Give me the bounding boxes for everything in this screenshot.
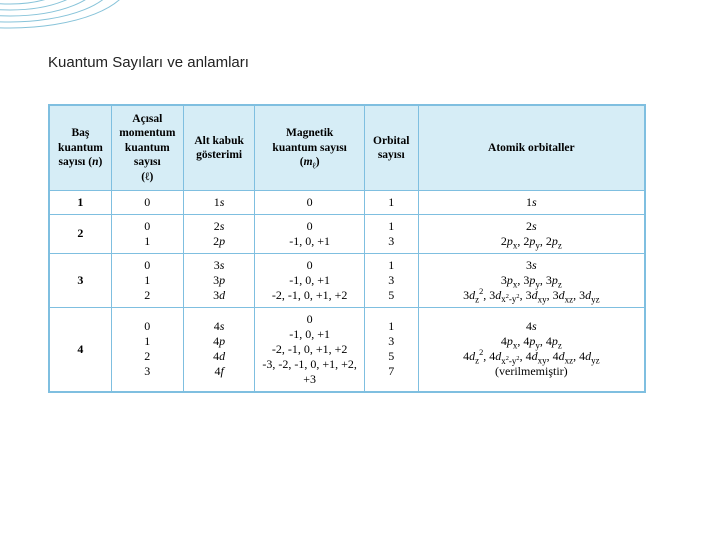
- slide-title: Kuantum Sayıları ve anlamları: [48, 54, 249, 71]
- cell-orb-n: 135: [364, 253, 418, 307]
- cell-orbitals: 2s2px, 2py, 2pz: [418, 214, 644, 253]
- cell-n: 4: [50, 307, 112, 391]
- cell-orb-n: 1: [364, 190, 418, 214]
- cell-orbitals: 3s3px, 3py, 3pz3dz2, 3dx2-y2, 3dxy, 3dxz…: [418, 253, 644, 307]
- col-header-orb-count: Orbitalsayısı: [364, 106, 418, 191]
- cell-orbitals: 4s4px, 4py, 4pz4dz2, 4dx2-y2, 4dxy, 4dxz…: [418, 307, 644, 391]
- cell-orb-n: 1357: [364, 307, 418, 391]
- table-header-row: Başkuantumsayısı (n) Açısalmomentumkuant…: [50, 106, 645, 191]
- col-header-l: Açısalmomentumkuantum sayısı(ℓ): [111, 106, 183, 191]
- cell-l: 012: [111, 253, 183, 307]
- cell-subshell: 2s2p: [183, 214, 255, 253]
- col-header-orbitals: Atomik orbitaller: [418, 106, 644, 191]
- cell-n: 3: [50, 253, 112, 307]
- table-body: 1 0 1s 0 1 1s 2 01 2s2p 0-1, 0, +1 13 2s…: [50, 190, 645, 391]
- cell-ml: 0-1, 0, +1-2, -1, 0, +1, +2: [255, 253, 364, 307]
- cell-subshell: 3s3p3d: [183, 253, 255, 307]
- cell-subshell: 1s: [183, 190, 255, 214]
- col-header-subshell: Alt kabukgösterimi: [183, 106, 255, 191]
- col-header-ml: Magnetikkuantum sayısı(mℓ): [255, 106, 364, 191]
- cell-ml: 0-1, 0, +1: [255, 214, 364, 253]
- cell-orbitals: 1s: [418, 190, 644, 214]
- cell-n: 1: [50, 190, 112, 214]
- table-row: 4 0123 4s4p4d4f 0-1, 0, +1-2, -1, 0, +1,…: [50, 307, 645, 391]
- cell-l: 0123: [111, 307, 183, 391]
- cell-l: 0: [111, 190, 183, 214]
- cell-orb-n: 13: [364, 214, 418, 253]
- table-row: 2 01 2s2p 0-1, 0, +1 13 2s2px, 2py, 2pz: [50, 214, 645, 253]
- cell-ml: 0-1, 0, +1-2, -1, 0, +1, +2-3, -2, -1, 0…: [255, 307, 364, 391]
- table-row: 3 012 3s3p3d 0-1, 0, +1-2, -1, 0, +1, +2…: [50, 253, 645, 307]
- cell-subshell: 4s4p4d4f: [183, 307, 255, 391]
- cell-ml: 0: [255, 190, 364, 214]
- col-header-n: Başkuantumsayısı (n): [50, 106, 112, 191]
- cell-n: 2: [50, 214, 112, 253]
- table-row: 1 0 1s 0 1 1s: [50, 190, 645, 214]
- quantum-numbers-table: Başkuantumsayısı (n) Açısalmomentumkuant…: [48, 104, 646, 393]
- cell-l: 01: [111, 214, 183, 253]
